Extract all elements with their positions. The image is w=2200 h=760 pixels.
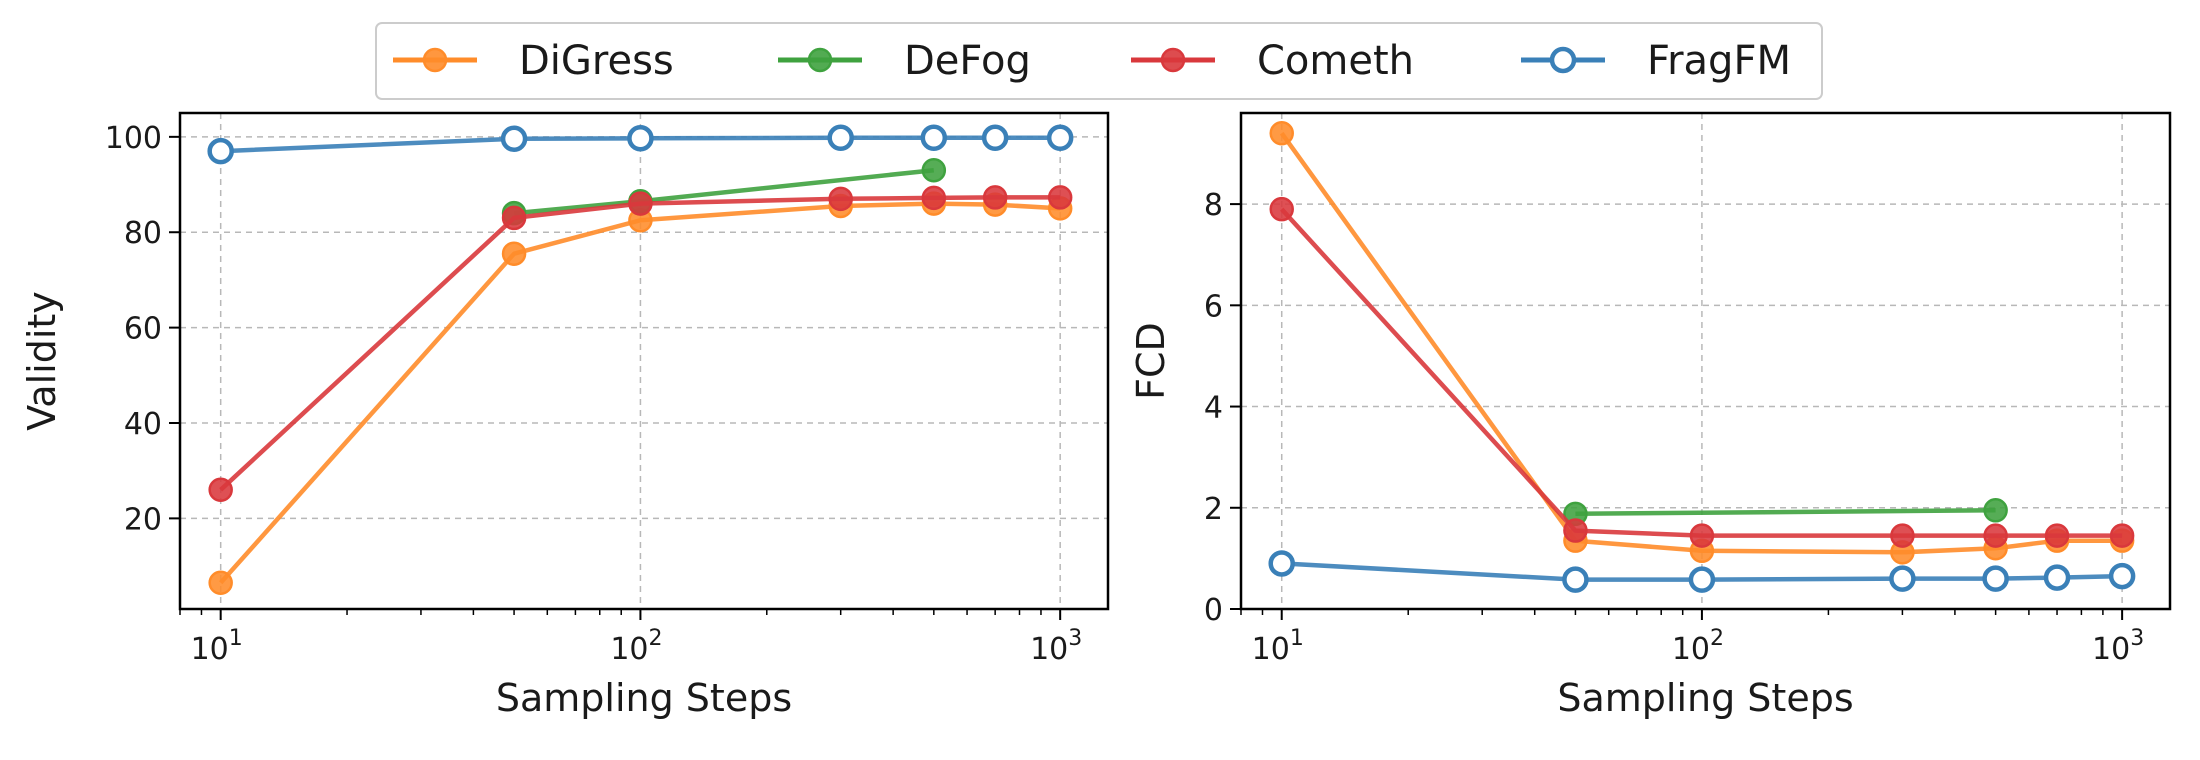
data-point (2109, 523, 2135, 548)
series-cometh (208, 185, 1073, 503)
data-point (982, 185, 1008, 210)
data-point (981, 124, 1009, 152)
data-point (921, 157, 947, 183)
y-tick-labels: 0 2 4 6 8 (1204, 188, 1241, 628)
series-defog (1563, 498, 2008, 527)
x-tick-labels: 101 102 103 (1252, 609, 2144, 667)
x-tick-label: 103 (2092, 626, 2144, 667)
y-tick-label: 0 (1204, 593, 1223, 628)
data-point (1269, 196, 1294, 222)
legend-label: DeFog (904, 38, 1031, 84)
y-tick-label: 60 (124, 312, 162, 347)
series-fragfm (207, 124, 1074, 165)
legend-label: FragFM (1647, 38, 1791, 84)
data-point (207, 137, 234, 165)
y-tick-label: 100 (105, 121, 162, 156)
y-tick-label: 80 (124, 216, 162, 251)
data-point (1983, 523, 2008, 548)
y-tick-label: 8 (1204, 188, 1223, 223)
y-axis-label: Validity (20, 291, 64, 431)
chart-panel-2: 101 102 103 0 2 4 6 8 Sampling Steps FCD (1129, 111, 2172, 720)
y-tick-label: 40 (124, 407, 162, 442)
grid (180, 113, 1108, 609)
legend-entry-defog: DeFog (778, 38, 1031, 84)
legend-marker (1160, 47, 1186, 73)
x-tick-label: 102 (610, 626, 662, 667)
x-tick-label: 101 (191, 626, 243, 667)
axes-frame (1239, 111, 2172, 611)
series-cometh (1269, 196, 2135, 548)
data-point (827, 124, 854, 152)
y-tick-labels: 20 40 60 80 100 (105, 121, 180, 537)
data-point (208, 477, 233, 503)
data-point (1047, 185, 1073, 210)
data-point (208, 570, 233, 596)
data-point (1983, 498, 2008, 523)
data-point (627, 125, 654, 152)
y-tick-label: 20 (124, 502, 162, 537)
x-tick-label: 101 (1252, 626, 1304, 667)
x-tick-label: 102 (1672, 626, 1724, 667)
data-point (1890, 523, 1915, 548)
data-point (1046, 124, 1074, 152)
legend-label: DiGress (519, 38, 674, 84)
x-axis-label: Sampling Steps (496, 676, 792, 720)
legend-frame (375, 22, 1823, 100)
legend-marker (807, 47, 833, 73)
series-digress (1269, 120, 2135, 565)
data-point (501, 241, 527, 266)
y-tick-label: 6 (1204, 289, 1223, 324)
data-point (501, 205, 527, 231)
x-tick-labels: 101 102 103 (191, 609, 1082, 667)
data-point (500, 125, 528, 153)
series-fragfm (1268, 550, 2136, 593)
data-point (1563, 518, 1588, 543)
data-point (1889, 565, 1916, 592)
data-point (2108, 562, 2136, 590)
legend-label: Cometh (1257, 38, 1414, 84)
legend-marker (422, 47, 448, 73)
chart-panel-1: 101 102 103 20 40 60 80 100 Sampling Steps Validi… (20, 111, 1110, 720)
legend-entry-fragfm: FragFM (1521, 38, 1791, 84)
series-line (1575, 508, 1996, 517)
data-point (1268, 550, 1295, 577)
x-axis-label: Sampling Steps (1557, 676, 1853, 720)
x-tick-label: 103 (1030, 626, 1082, 667)
data-point (828, 186, 853, 212)
y-tick-label: 2 (1204, 492, 1223, 527)
legend-marker (1549, 46, 1577, 74)
data-point (921, 185, 947, 211)
legend: DiGress DeFog Cometh FragFM (375, 22, 1823, 100)
y-axis-label: FCD (1129, 322, 1173, 400)
data-point (1269, 120, 1294, 146)
data-point (1688, 566, 1716, 593)
legend-entry-cometh: Cometh (1131, 38, 1414, 84)
data-point (920, 124, 948, 152)
data-point (1562, 566, 1589, 593)
data-point (628, 191, 653, 216)
data-point (1689, 523, 1715, 548)
y-tick-label: 4 (1204, 391, 1223, 426)
legend-entry-digress: DiGress (393, 38, 674, 84)
data-point (2044, 523, 2070, 548)
axes-frame (178, 111, 1110, 611)
data-point (1982, 565, 2009, 592)
data-point (2043, 564, 2071, 591)
